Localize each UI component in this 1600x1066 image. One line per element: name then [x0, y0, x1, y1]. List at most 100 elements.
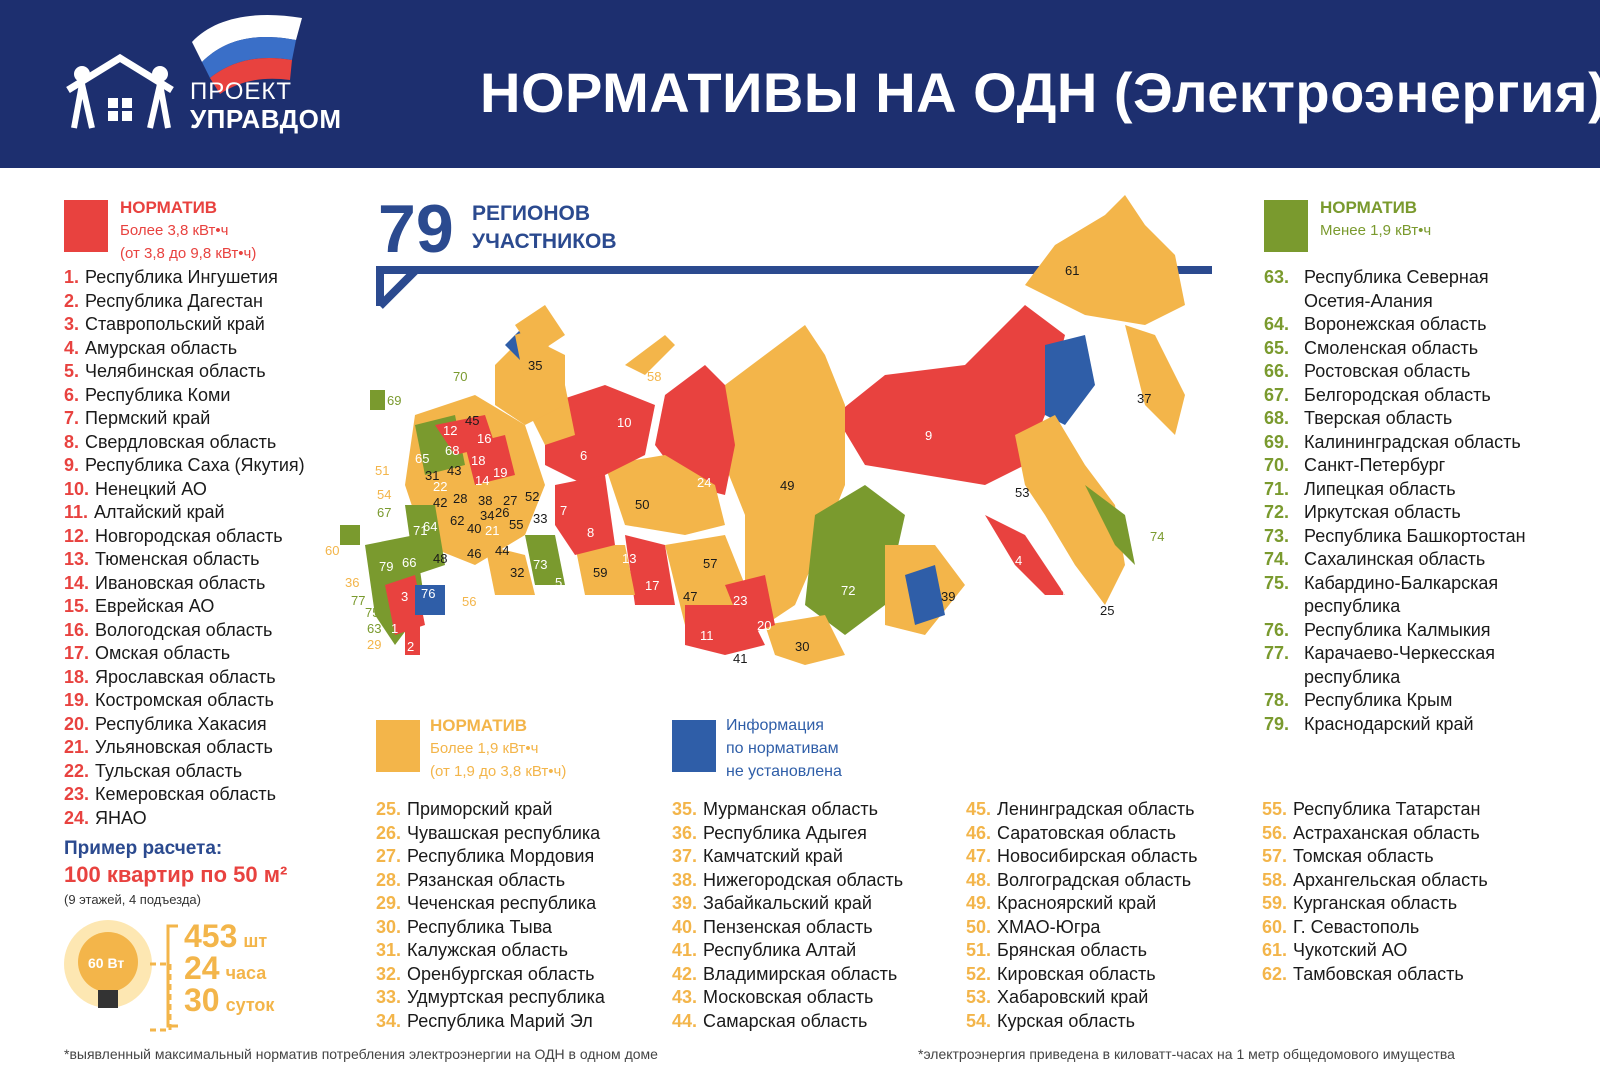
map-region-label: 70	[453, 369, 467, 384]
region-list-item: 37. Камчатский край	[672, 845, 903, 869]
page-title: НОРМАТИВЫ НА ОДН (Электроэнергия)	[480, 61, 1600, 124]
map-region-shape	[1015, 415, 1125, 605]
region-name: Чувашская республика	[407, 822, 601, 843]
region-number: 69.	[1264, 431, 1290, 452]
region-list-item: 14. Ивановская область	[64, 572, 305, 596]
legend-green-swatch	[1264, 200, 1308, 252]
map-region-label: 65	[415, 451, 429, 466]
example-title: Пример расчета:	[64, 838, 223, 859]
region-list-item: 69. Калининградская область	[1264, 431, 1526, 455]
region-name: Республика Мордовия	[407, 846, 595, 866]
map-region-shape	[605, 455, 725, 535]
map-region-label: 71	[413, 523, 427, 538]
region-list-col3: 45. Ленинградская область 46. Саратовская о…	[966, 798, 1198, 1033]
map-region-label: 32	[510, 565, 524, 580]
region-list-item: 57. Томская область	[1262, 845, 1488, 869]
region-number: 49.	[966, 893, 992, 913]
region-list-item: 78. Республика Крым	[1264, 689, 1526, 713]
map-region-label: 6	[580, 448, 587, 463]
region-number: 27.	[376, 846, 402, 866]
region-number: 79.	[1264, 713, 1290, 734]
region-name: Новгородская область	[95, 525, 283, 546]
region-list-item: 66. Ростовская область	[1264, 360, 1526, 384]
map-region-label: 66	[402, 555, 416, 570]
region-list-item: 1. Республика Ингушетия	[64, 266, 305, 290]
region-number: 28.	[376, 869, 402, 890]
region-name: Алтайский край	[94, 502, 225, 522]
region-number: 63.	[1264, 267, 1290, 287]
region-name: Республика Башкортостан	[1304, 525, 1526, 546]
region-number: 40.	[672, 916, 698, 937]
legend-green-text: НОРМАТИВ Менее 1,9 кВт•ч	[1320, 198, 1432, 239]
region-list-col2: 35. Мурманская область 36. Республика Адыге…	[672, 798, 903, 1033]
map-region-label: 64	[423, 519, 437, 534]
region-list-item: 13. Тюменская область	[64, 548, 305, 572]
map-region-shape	[405, 625, 420, 655]
region-list-item: 9. Республика Саха (Якутия)	[64, 454, 305, 478]
region-name: Хабаровский край	[997, 987, 1149, 1007]
map-region-shape	[1025, 195, 1185, 325]
legend-orange-text: НОРМАТИВ Более 1,9 кВт•ч (от 1,9 до 3,8 …	[430, 716, 567, 780]
region-list-item: 4. Амурская область	[64, 337, 305, 361]
map-region-label: 9	[925, 428, 932, 443]
region-number: 31.	[376, 940, 402, 960]
example-note: (9 этажей, 4 подъезда)	[64, 892, 201, 907]
map-region-label: 57	[703, 556, 717, 571]
region-list-item: 47. Новосибирская область	[966, 845, 1198, 869]
region-number: 33.	[376, 987, 402, 1007]
region-number	[1264, 290, 1298, 314]
summary-bracket	[376, 266, 1212, 309]
region-number: 2.	[64, 290, 80, 311]
map-regions	[340, 195, 1185, 665]
region-number: 22.	[64, 760, 90, 781]
region-list-item: 79. Краснодарский край	[1264, 713, 1526, 737]
region-name: Вологодская область	[95, 619, 273, 640]
map-region-shape	[465, 435, 515, 485]
region-list-item: 49. Красноярский край	[966, 892, 1198, 916]
map-region-shape	[765, 615, 845, 665]
map-region-label: 38	[478, 493, 492, 508]
legend-blue-swatch	[672, 720, 716, 772]
region-number: 52.	[966, 963, 992, 984]
map-region-label: 17	[645, 578, 659, 593]
map-region-label: 18	[471, 453, 485, 468]
map-region-label: 59	[593, 565, 607, 580]
region-name: Республика Тыва	[407, 916, 553, 937]
map-region-label: 67	[377, 505, 391, 520]
region-list-item: 6. Республика Коми	[64, 384, 305, 408]
region-name: Пермский край	[85, 408, 211, 428]
map-region-shape	[985, 515, 1065, 595]
region-name: Приморский край	[407, 799, 553, 819]
region-list-item: 39. Забайкальский край	[672, 892, 903, 916]
map-region-label: 69	[387, 393, 401, 408]
map-region-label: 10	[617, 415, 631, 430]
map-region-shape	[1125, 325, 1185, 435]
region-list-item: 45. Ленинградская область	[966, 798, 1198, 822]
region-name: Нижегородская область	[703, 869, 904, 890]
region-list-item: 74. Сахалинская область	[1264, 548, 1526, 572]
region-name: Красноярский край	[997, 893, 1157, 913]
map-region-label: 23	[733, 593, 747, 608]
region-name: Чукотский АО	[1293, 940, 1408, 960]
map-region-shape	[415, 585, 445, 615]
calc-row-2: 24 часа	[184, 950, 267, 986]
region-list-item: 36. Республика Адыгея	[672, 822, 903, 846]
map-region-shape	[1045, 335, 1095, 425]
region-number: 77.	[1264, 643, 1290, 663]
region-list-item: 21. Ульяновская область	[64, 736, 305, 760]
region-number: 12.	[64, 525, 90, 546]
map-region-label: 44	[495, 543, 509, 558]
region-list-item: 56. Астраханская область	[1262, 822, 1488, 846]
map-region-label: 8	[587, 525, 594, 540]
region-list-item: 16. Вологодская область	[64, 619, 305, 643]
region-list-col4: 55. Республика Татарстан 56. Астраханская о…	[1262, 798, 1488, 986]
map-region-shape	[725, 575, 775, 635]
region-number: 54.	[966, 1010, 992, 1031]
region-number: 70.	[1264, 455, 1290, 475]
region-list-item: 5. Челябинская область	[64, 360, 305, 384]
map-region-label: 60	[325, 543, 339, 558]
region-name: Забайкальский край	[703, 893, 872, 913]
region-name: Волгоградская область	[997, 869, 1192, 890]
region-list-item: 53. Хабаровский край	[966, 986, 1198, 1010]
